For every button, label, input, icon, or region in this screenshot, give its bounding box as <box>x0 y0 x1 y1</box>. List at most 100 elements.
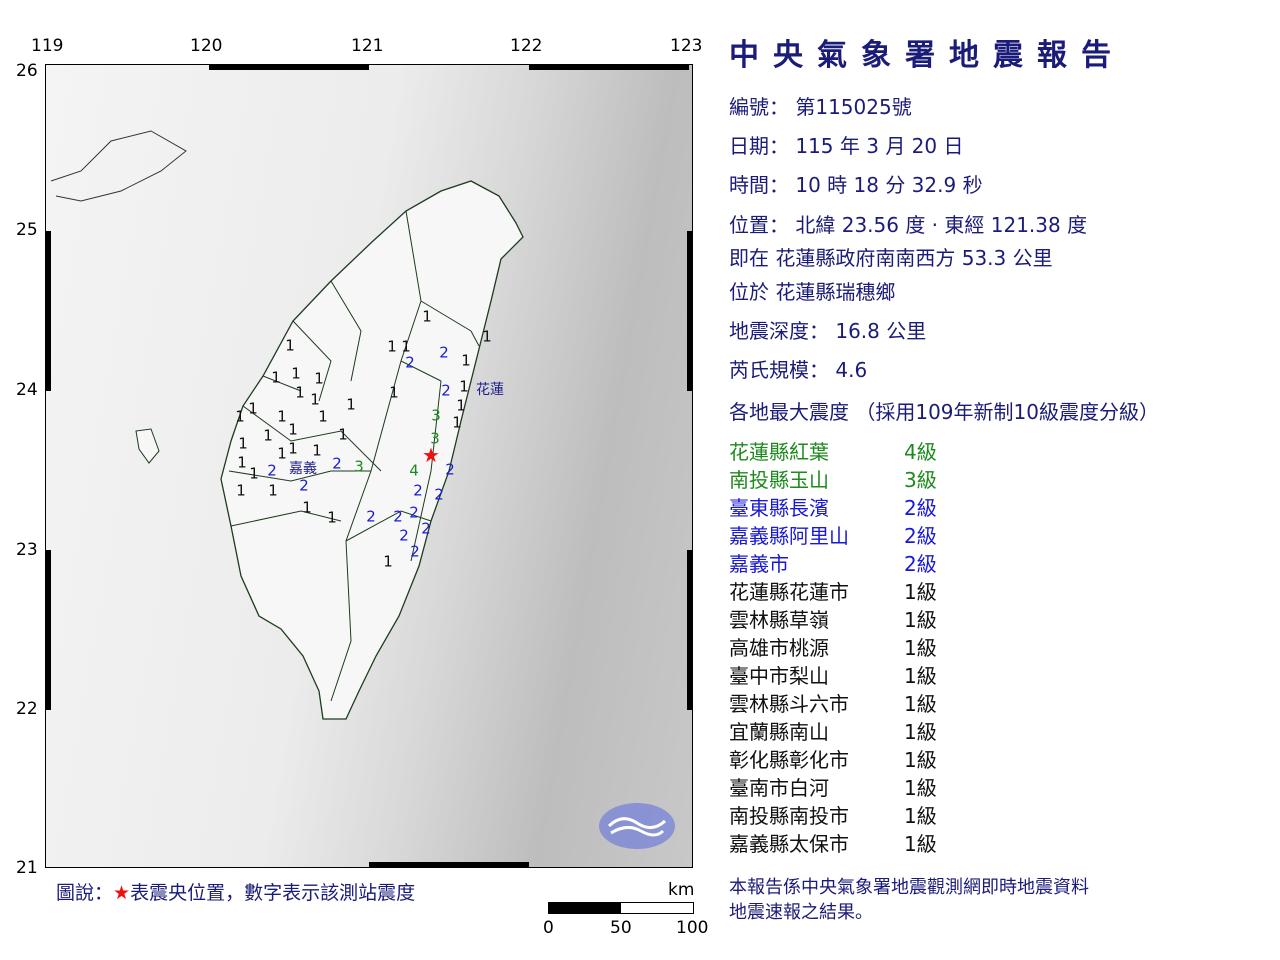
station-intensity: 2 <box>399 526 409 545</box>
station-intensity: 1 <box>277 444 287 463</box>
station-intensity: 2 <box>366 507 376 526</box>
station-intensity: 1 <box>459 377 469 396</box>
frame-bar <box>46 231 51 391</box>
intensity-level: 1級 <box>904 692 937 716</box>
scale-label: 50 <box>610 918 632 938</box>
station-intensity: 1 <box>248 399 258 418</box>
place-label-hualien: 花蓮 <box>476 382 504 398</box>
intensity-row: 宜蘭縣南山 1級 <box>729 716 937 745</box>
intensity-row: 臺南市白河 1級 <box>729 772 937 801</box>
intensity-header: 各地最大震度 （採用109年新制10級震度分級） <box>729 400 1159 424</box>
report-time: 時間： 10 時 18 分 32.9 秒 <box>729 173 983 197</box>
report-date: 日期： 115 年 3 月 20 日 <box>729 134 964 158</box>
station-intensity: 2 <box>332 454 342 473</box>
intensity-row: 花蓮縣花蓮市 1級 <box>729 576 937 605</box>
intensity-place: 雲林縣草嶺 <box>729 608 829 632</box>
intensity-row: 高雄市桃源 1級 <box>729 632 937 661</box>
lon-tick: 120 <box>190 36 223 56</box>
station-intensity: 1 <box>422 307 432 326</box>
intensity-row: 臺東縣長濱 2級 <box>729 492 937 521</box>
intensity-level: 1級 <box>904 720 937 744</box>
station-intensity: 2 <box>410 542 420 561</box>
station-intensity: 1 <box>271 368 281 387</box>
intensity-row: 雲林縣草嶺 1級 <box>729 604 937 633</box>
station-intensity: 1 <box>461 351 471 370</box>
station-intensity: 1 <box>268 481 278 500</box>
station-intensity: 1 <box>235 407 245 426</box>
scale-bar: km 0 50 100 <box>543 880 708 940</box>
intensity-level: 1級 <box>904 748 937 772</box>
station-intensity: 1 <box>263 426 273 445</box>
lat-tick: 23 <box>16 540 38 560</box>
intensity-row: 臺中市梨山 1級 <box>729 660 937 689</box>
lon-tick: 121 <box>351 36 384 56</box>
intensity-level: 1級 <box>904 636 937 660</box>
intensity-level: 1級 <box>904 664 937 688</box>
station-intensity: 2 <box>445 460 455 479</box>
intensity-place: 南投縣南投市 <box>729 804 849 828</box>
station-intensity: 1 <box>238 434 248 453</box>
intensity-place: 嘉義縣太保市 <box>729 832 849 856</box>
frame-bar <box>46 550 51 710</box>
frame-bar <box>209 65 369 70</box>
station-intensity: 1 <box>389 383 399 402</box>
station-intensity: 3 <box>354 457 364 476</box>
intensity-row: 嘉義縣太保市 1級 <box>729 828 937 857</box>
report-number: 編號： 第115025號 <box>729 95 912 119</box>
intensity-row: 南投縣玉山 3級 <box>729 464 937 493</box>
station-intensity: 1 <box>288 420 298 439</box>
map-legend: 圖說：★表震央位置，數字表示該測站震度 <box>56 878 415 905</box>
intensity-row: 彰化縣彰化市 1級 <box>729 744 937 773</box>
station-intensity: 3 <box>430 429 440 448</box>
frame-bar <box>687 231 692 391</box>
station-intensity: 2 <box>441 381 451 400</box>
place-label-chiayi: 嘉義 <box>289 461 317 477</box>
frame-bar <box>687 550 692 710</box>
station-intensity: 1 <box>456 396 466 415</box>
station-intensity: 1 <box>295 383 305 402</box>
intensity-level: 1級 <box>904 580 937 604</box>
station-intensity: 1 <box>482 327 492 346</box>
intensity-place: 臺南市白河 <box>729 776 829 800</box>
station-intensity: 2 <box>409 503 419 522</box>
scale-label: 0 <box>543 918 554 938</box>
intensity-level: 2級 <box>904 552 937 576</box>
station-intensity: 1 <box>236 481 246 500</box>
lat-tick: 22 <box>16 699 38 719</box>
station-intensity: 1 <box>285 336 295 355</box>
lon-tick: 119 <box>31 36 64 56</box>
station-intensity: 1 <box>387 337 397 356</box>
station-intensity: 2 <box>439 343 449 362</box>
intensity-place: 嘉義市 <box>729 552 789 576</box>
intensity-row: 花蓮縣紅葉 4級 <box>729 436 937 465</box>
star-icon: ★ <box>113 882 131 904</box>
station-intensity: 1 <box>291 364 301 383</box>
lon-tick: 122 <box>510 36 543 56</box>
lat-tick: 25 <box>16 220 38 240</box>
report-relative: 即在 花蓮縣政府南南西方 53.3 公里 <box>729 246 1053 270</box>
station-intensity: 2 <box>267 461 277 480</box>
intensity-row: 雲林縣斗六市 1級 <box>729 688 937 717</box>
station-intensity: 1 <box>327 508 337 527</box>
footer-line: 本報告係中央氣象署地震觀測網即時地震資料 <box>729 877 1089 898</box>
station-intensity: 2 <box>434 485 444 504</box>
station-intensity: 1 <box>318 407 328 426</box>
intensity-place: 彰化縣彰化市 <box>729 748 849 772</box>
legend-prefix: 圖說： <box>56 882 114 904</box>
intensity-level: 4級 <box>904 440 937 464</box>
cwa-logo <box>599 803 675 849</box>
intensity-place: 臺東縣長濱 <box>729 496 829 520</box>
intensity-row: 嘉義縣阿里山 2級 <box>729 520 937 549</box>
report-title: 中央氣象署地震報告 <box>729 38 1125 73</box>
epicenter-star-icon[interactable]: ★ <box>422 443 440 467</box>
station-intensity: 4 <box>409 461 419 480</box>
station-intensity: 1 <box>310 390 320 409</box>
station-intensity: 1 <box>346 395 356 414</box>
intensity-level: 2級 <box>904 496 937 520</box>
frame-bar <box>529 65 689 70</box>
station-intensity: 1 <box>314 369 324 388</box>
intensity-place: 雲林縣斗六市 <box>729 692 849 716</box>
station-intensity: 1 <box>401 337 411 356</box>
intensity-level: 2級 <box>904 524 937 548</box>
